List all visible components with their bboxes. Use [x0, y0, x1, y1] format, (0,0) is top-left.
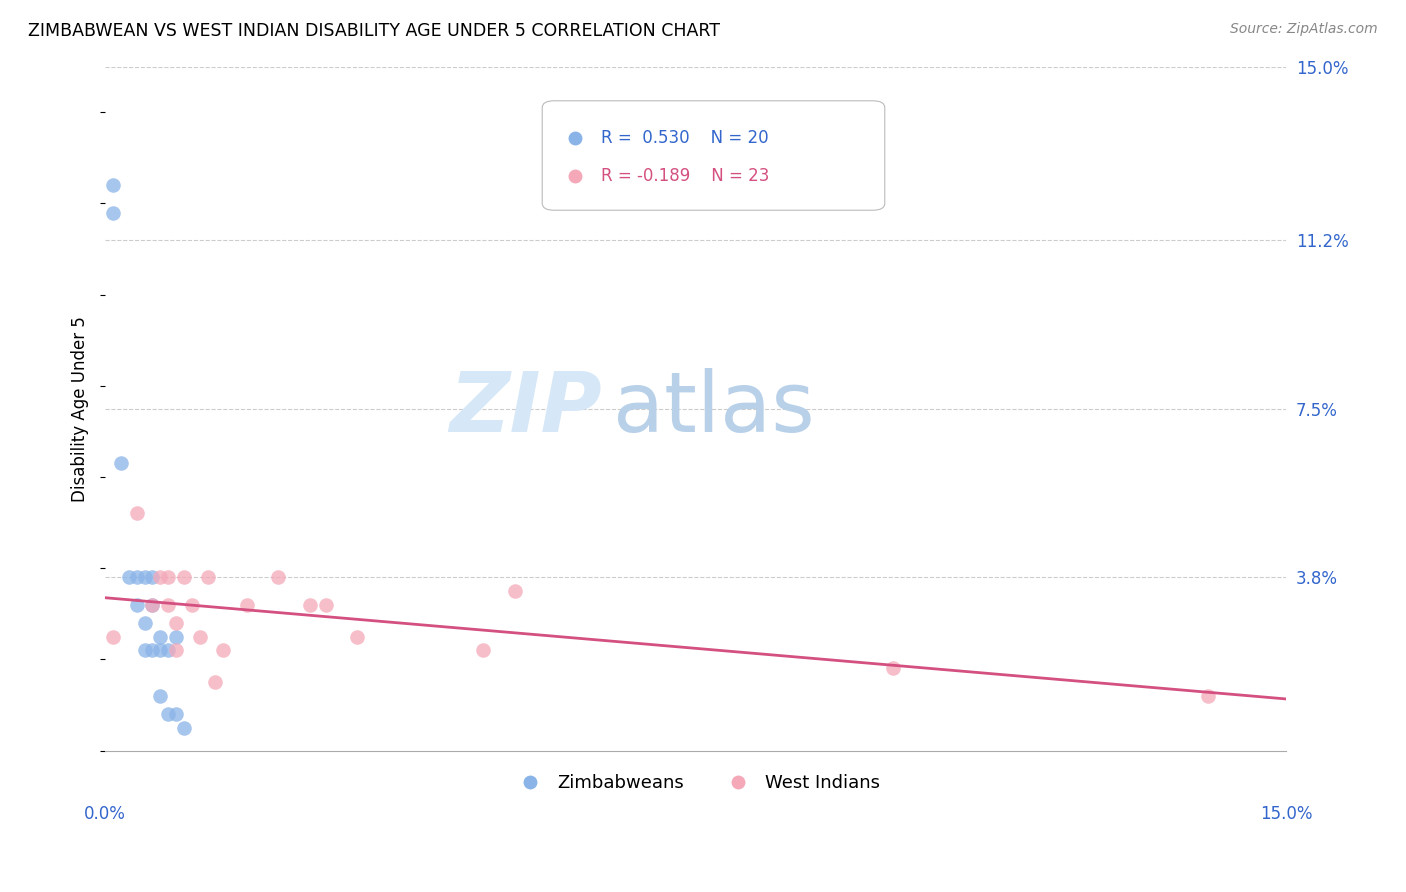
Point — [149, 643, 172, 657]
Point — [149, 689, 172, 703]
Point — [118, 570, 141, 584]
Point — [472, 643, 495, 657]
Point — [165, 630, 187, 644]
Point — [125, 598, 148, 612]
Point — [298, 598, 321, 612]
Y-axis label: Disability Age Under 5: Disability Age Under 5 — [72, 316, 89, 501]
Point — [149, 630, 172, 644]
Point — [101, 630, 124, 644]
Point — [141, 643, 163, 657]
Legend: Zimbabweans, West Indians: Zimbabweans, West Indians — [505, 767, 887, 799]
Point — [141, 598, 163, 612]
Text: atlas: atlas — [613, 368, 815, 449]
Text: 15.0%: 15.0% — [1260, 805, 1313, 823]
Point — [173, 570, 195, 584]
Text: 0.0%: 0.0% — [84, 805, 127, 823]
Point — [165, 615, 187, 630]
Point — [236, 598, 259, 612]
Point — [101, 205, 124, 219]
Point — [267, 570, 290, 584]
Point — [125, 507, 148, 521]
Text: Source: ZipAtlas.com: Source: ZipAtlas.com — [1230, 22, 1378, 37]
Point — [180, 598, 202, 612]
Point — [149, 570, 172, 584]
Point — [882, 661, 904, 675]
Point — [315, 598, 337, 612]
Point — [197, 570, 219, 584]
Point — [188, 630, 211, 644]
Point — [125, 570, 148, 584]
Text: R =  0.530    N = 20: R = 0.530 N = 20 — [602, 129, 769, 147]
Point — [110, 456, 132, 470]
Point — [134, 643, 156, 657]
Point — [141, 570, 163, 584]
Point — [165, 643, 187, 657]
Point — [503, 583, 526, 598]
Text: ZIP: ZIP — [449, 368, 602, 449]
Point — [101, 178, 124, 193]
Point — [157, 598, 180, 612]
Point — [165, 707, 187, 722]
Text: ZIMBABWEAN VS WEST INDIAN DISABILITY AGE UNDER 5 CORRELATION CHART: ZIMBABWEAN VS WEST INDIAN DISABILITY AGE… — [28, 22, 720, 40]
Point — [157, 643, 180, 657]
Point — [134, 615, 156, 630]
Text: R = -0.189    N = 23: R = -0.189 N = 23 — [602, 167, 769, 185]
Point — [134, 570, 156, 584]
FancyBboxPatch shape — [543, 101, 884, 211]
Point — [212, 643, 235, 657]
Point — [346, 630, 368, 644]
Point — [157, 570, 180, 584]
Point — [173, 721, 195, 735]
Point — [157, 707, 180, 722]
Point — [1197, 689, 1219, 703]
Point — [204, 675, 226, 690]
Point — [141, 598, 163, 612]
